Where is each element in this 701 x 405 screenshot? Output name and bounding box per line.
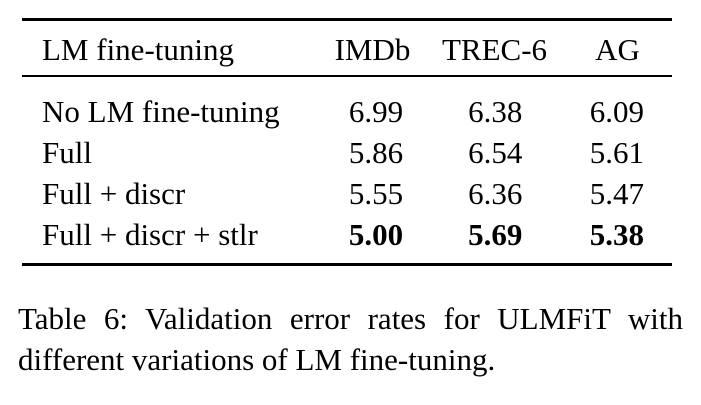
mid-rule (22, 75, 672, 77)
row-label: Full + discr + stlr (42, 216, 258, 252)
table-row: Full + discr 5.55 6.36 5.47 (22, 173, 672, 214)
table-header-row: LM fine-tuning IMDb TREC-6 AG (22, 21, 672, 75)
results-table: LM fine-tuning IMDb TREC-6 AG No LM fine… (22, 18, 672, 266)
table-row: Full 5.86 6.54 5.61 (22, 132, 672, 173)
cell-trec6: 6.54 (468, 134, 523, 170)
row-label: Full (42, 134, 92, 170)
cell-trec6: 6.38 (468, 93, 523, 129)
cell-ag: 6.09 (589, 93, 645, 129)
bottom-rule (22, 262, 672, 266)
caption-line-2: different variations of LM fine-tuning. (18, 342, 496, 377)
caption-line-1: Table 6: Validation error rates for ULMF… (18, 301, 683, 336)
cell-ag: 5.47 (589, 175, 645, 211)
table-row: Full + discr + stlr 5.00 5.69 5.38 (22, 214, 672, 263)
results-table-grid: LM fine-tuning IMDb TREC-6 AG (22, 21, 672, 75)
table-caption: Table 6: Validation error rates for ULMF… (18, 298, 683, 380)
row-label: Full + discr (42, 175, 186, 211)
cell-ag: 5.38 (589, 216, 645, 252)
cell-imdb: 5.86 (348, 134, 404, 170)
cell-trec6: 5.69 (468, 216, 523, 252)
results-table-body: No LM fine-tuning 6.99 6.38 6.09 Full 5.… (22, 77, 672, 263)
row-label: No LM fine-tuning (42, 93, 280, 129)
cell-imdb: 5.00 (348, 216, 404, 252)
cell-imdb: 6.99 (348, 93, 404, 129)
cell-trec6: 6.36 (468, 175, 523, 211)
header-lm-fine-tuning: LM fine-tuning (42, 31, 234, 67)
cell-ag: 5.61 (589, 134, 645, 170)
cell-imdb: 5.55 (348, 175, 404, 211)
table-row: No LM fine-tuning 6.99 6.38 6.09 (22, 77, 672, 132)
header-ag: AG (595, 31, 640, 67)
top-rule (22, 18, 672, 21)
header-imdb: IMDb (334, 31, 411, 67)
header-trec6: TREC-6 (441, 31, 548, 67)
